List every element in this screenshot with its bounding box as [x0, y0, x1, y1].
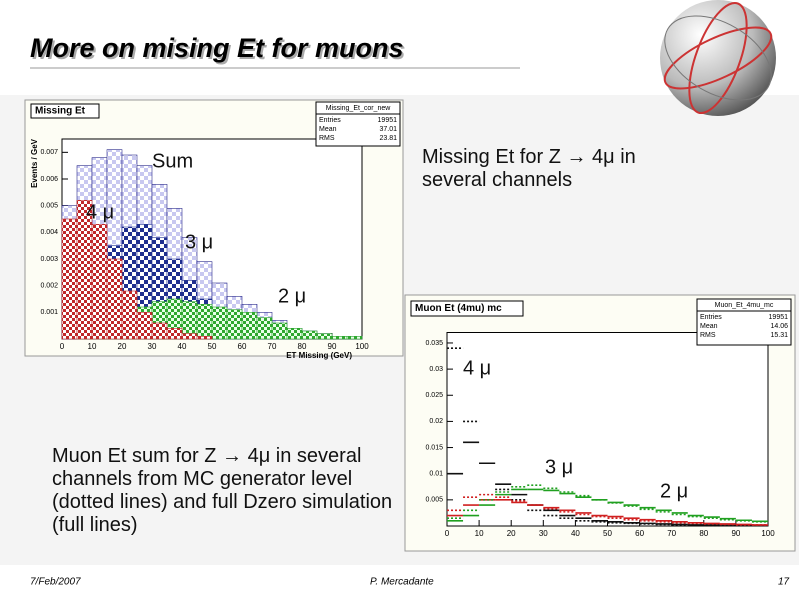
series-label: 4 μ	[86, 201, 114, 223]
title: More on mising Et for muons	[30, 33, 404, 63]
y-axis-title: Events / GeV	[30, 138, 39, 188]
y-tick-label: 0.03	[429, 366, 443, 373]
footer-date: 7/Feb/2007	[30, 577, 81, 588]
stats-label: Entries	[319, 117, 341, 124]
series-label: 4 μ	[463, 357, 491, 379]
histogram-bar	[166, 328, 183, 340]
histogram-bar	[211, 306, 228, 340]
y-tick-label: 0.002	[40, 283, 58, 290]
y-tick-label: 0.02	[429, 418, 443, 425]
stats-box	[315, 101, 401, 147]
y-tick-label: 0.005	[425, 497, 443, 504]
x-tick-label: 30	[148, 342, 157, 351]
stats-value: 19951	[769, 314, 789, 321]
y-tick-label: 0.015	[425, 444, 443, 451]
histogram-bar	[106, 258, 123, 340]
y-tick-label: 0.003	[40, 256, 58, 263]
y-tick-label: 0.005	[40, 203, 58, 210]
x-tick-label: 70	[667, 529, 676, 538]
x-tick-label: 40	[178, 342, 187, 351]
histogram-bar	[151, 322, 168, 340]
histogram-bar	[241, 312, 258, 340]
histogram-bar	[226, 309, 243, 340]
y-tick-label: 0.025	[425, 392, 443, 399]
x-tick-label: 30	[539, 529, 548, 538]
x-tick-label: 0	[60, 342, 65, 351]
histogram-bar	[91, 224, 108, 340]
stats-value: 37.01	[379, 126, 397, 133]
x-tick-label: 80	[699, 529, 708, 538]
x-tick-label: 70	[268, 342, 277, 351]
stats-value: 23.81	[379, 135, 397, 142]
x-axis-title: ET Missing (GeV)	[286, 351, 352, 360]
histogram-bar	[271, 322, 288, 340]
histogram-bar	[196, 336, 213, 340]
stats-value: 19951	[378, 117, 398, 124]
histogram-bar	[181, 333, 198, 340]
x-tick-label: 50	[208, 342, 217, 351]
histogram-bar	[121, 290, 138, 340]
x-tick-label: 50	[603, 529, 612, 538]
histogram-bar	[331, 336, 348, 340]
x-tick-label: 40	[571, 529, 580, 538]
stats-name: Muon_Et_4mu_mc	[715, 302, 774, 309]
series-label: Sum	[152, 150, 193, 172]
x-tick-label: 100	[355, 342, 369, 351]
x-tick-label: 10	[88, 342, 97, 351]
stats-label: Entries	[700, 314, 722, 321]
histogram-bar	[316, 333, 333, 340]
histogram-bar	[136, 312, 153, 340]
stats-label: Mean	[700, 323, 718, 330]
footer-page: 17	[778, 577, 790, 588]
x-tick-label: 20	[507, 529, 516, 538]
plot-area	[446, 332, 769, 527]
x-tick-label: 80	[298, 342, 307, 351]
x-tick-label: 100	[761, 529, 775, 538]
chart-title-box	[410, 300, 524, 317]
stats-value: 14.06	[770, 323, 788, 330]
histogram-bar	[196, 304, 213, 340]
title-shadow: More on mising Et for muons	[32, 35, 406, 65]
logo-sphere	[660, 0, 776, 116]
histogram-panel: Muon Et (4mu) mc Muon_Et_4mu_mc Entries 199…	[404, 294, 796, 552]
stats-label: RMS	[319, 135, 335, 142]
stats-value: 15.31	[770, 332, 788, 339]
y-tick-label: 0.006	[40, 176, 58, 183]
x-tick-label: 60	[238, 342, 247, 351]
series-label: 2 μ	[660, 480, 688, 502]
chart-title: Muon Et (4mu) mc	[415, 303, 502, 314]
histogram-bar	[346, 336, 363, 340]
y-tick-label: 0.001	[40, 309, 58, 316]
y-tick-label: 0.007	[40, 149, 58, 156]
histogram-bar	[301, 330, 318, 340]
stats-label: Mean	[319, 126, 337, 133]
footer-author: P. Mercadante	[370, 577, 434, 588]
histogram-bar	[286, 328, 303, 340]
annotation-top: Missing Et for Z → 4μ in several channel…	[422, 146, 636, 191]
x-tick-label: 90	[731, 529, 740, 538]
histogram-bar	[61, 218, 78, 340]
series-label: 3 μ	[185, 231, 213, 253]
stats-box	[696, 298, 792, 346]
y-tick-label: 0.035	[425, 340, 443, 347]
x-tick-label: 10	[475, 529, 484, 538]
x-tick-label: 90	[328, 342, 337, 351]
y-tick-label: 0.01	[429, 471, 443, 478]
series-label: 2 μ	[278, 285, 306, 307]
stats-name: Missing_Et_cor_new	[326, 105, 392, 112]
stats-label: RMS	[700, 332, 716, 339]
histogram-bar	[256, 317, 273, 340]
x-tick-label: 0	[445, 529, 450, 538]
annotation-bottom: Muon Et sum for Z → 4μ in several channe…	[52, 445, 393, 536]
chart-title: Missing Et	[35, 106, 86, 117]
series-label: 3 μ	[545, 456, 573, 478]
chart-title-box	[30, 103, 100, 119]
histogram-panel: Missing Et Missing_Et_cor_new Entries 19951…	[24, 99, 404, 360]
y-tick-label: 0.004	[40, 229, 58, 236]
x-tick-label: 20	[118, 342, 127, 351]
x-tick-label: 60	[635, 529, 644, 538]
